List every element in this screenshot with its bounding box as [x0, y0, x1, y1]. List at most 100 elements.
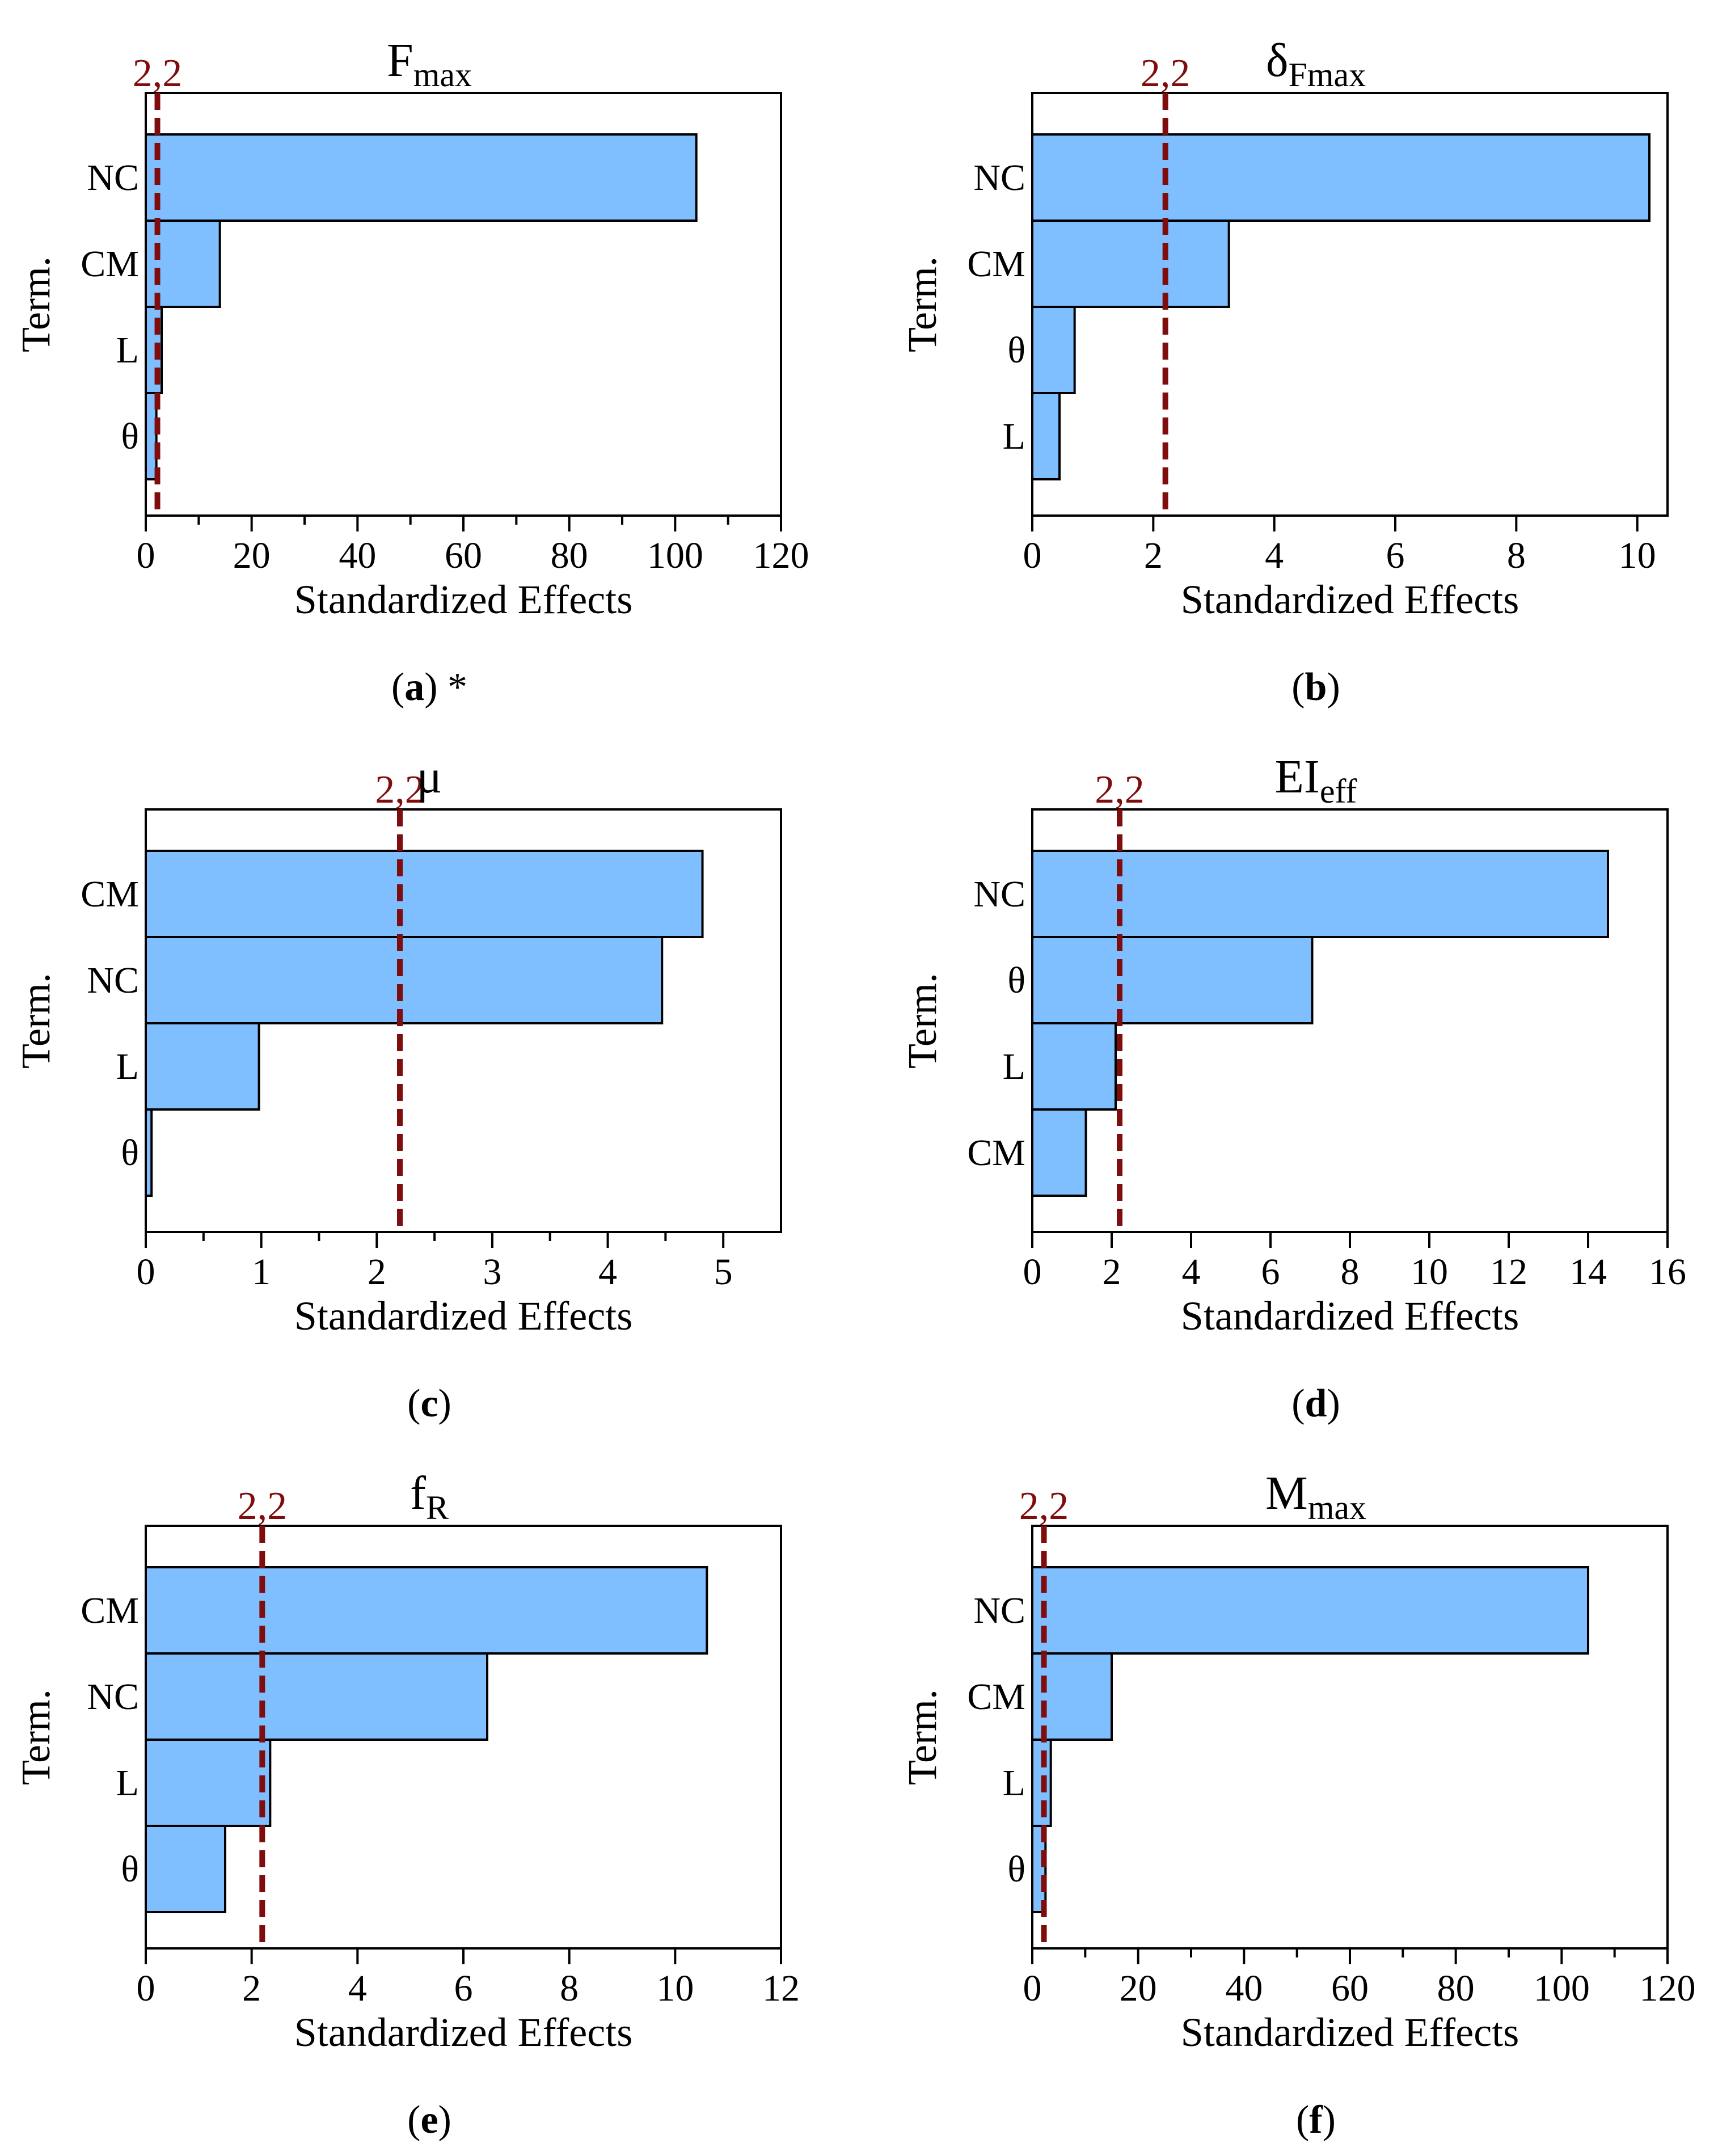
chart-title-subscript: R	[426, 1489, 449, 1526]
category-label: CM	[967, 1132, 1025, 1174]
threshold-label: 2,2	[1019, 1484, 1069, 1528]
caption-open-paren: (	[1291, 665, 1305, 709]
bar-0	[1031, 1566, 1589, 1655]
bar-0	[145, 850, 704, 938]
x-tick-label: 2	[242, 1968, 261, 2009]
category-label: θ	[1007, 960, 1025, 1001]
bar-0	[1031, 133, 1651, 222]
x-tick-label: 10	[1619, 535, 1656, 576]
chart-panel-c: CM NC Lθ 2,2 0 1 2 3 4 5 Standardized Effects Term.…	[13, 750, 782, 1425]
x-tick-label: 80	[551, 535, 588, 576]
y-axis-label: Term.	[13, 973, 58, 1069]
y-axis-label: Term.	[900, 1689, 945, 1785]
category-label: CM	[967, 243, 1025, 285]
panel-caption: (a) *	[391, 665, 467, 709]
bar-0	[145, 133, 698, 222]
y-axis-label: Term.	[900, 256, 945, 352]
threshold-label: 2,2	[1141, 52, 1191, 95]
x-axis-label: Standardized Effects	[294, 577, 632, 622]
x-tick-label: 0	[1023, 1251, 1042, 1293]
bar-1	[145, 1652, 488, 1741]
x-tick-label: 12	[1490, 1251, 1527, 1293]
bar-3	[1031, 1108, 1087, 1197]
x-tick-label: 120	[1640, 1968, 1696, 2009]
bar-0	[1031, 850, 1609, 938]
category-label: CM	[81, 1590, 139, 1631]
chart-title-main: EI	[1275, 750, 1320, 803]
panel-caption: (e)	[407, 2098, 451, 2142]
category-label: CM	[967, 1676, 1025, 1718]
bar-3	[145, 1108, 153, 1197]
category-label: L	[116, 1046, 139, 1087]
category-label: θ	[121, 1132, 139, 1174]
bar-1	[145, 936, 664, 1024]
x-tick-label: 20	[1120, 1968, 1157, 2009]
x-axis-label: Standardized Effects	[294, 2010, 632, 2055]
caption-letter: f	[1309, 2098, 1323, 2142]
x-tick-label: 8	[1507, 535, 1526, 576]
x-tick-label: 100	[1534, 1968, 1590, 2009]
x-tick-label: 0	[1023, 1968, 1042, 2009]
x-tick-label: 80	[1437, 1968, 1475, 2009]
y-axis-label: Term.	[13, 1689, 58, 1785]
x-tick-label: 6	[1261, 1251, 1280, 1293]
bar-3	[145, 1825, 226, 1913]
caption-letter: d	[1305, 1382, 1327, 1425]
chart-title-subscript: max	[1308, 1489, 1366, 1526]
x-tick-label: 0	[137, 535, 155, 576]
x-axis-label: Standardized Effects	[1181, 577, 1519, 622]
y-axis-label: Term.	[13, 256, 58, 352]
chart-title-subscript: max	[413, 56, 472, 94]
chart-title-main: μ	[416, 750, 442, 803]
bar-3	[145, 392, 158, 480]
chart-title-main: M	[1265, 1467, 1308, 1520]
panel-caption: (d)	[1291, 1382, 1340, 1425]
x-tick-label: 2	[1144, 535, 1163, 576]
caption-letter: a	[404, 665, 424, 709]
bar-1	[1031, 1652, 1113, 1741]
chart-title: EIeff	[1275, 750, 1357, 810]
x-tick-label: 1	[252, 1251, 271, 1293]
caption-close-paren: )	[438, 1382, 451, 1425]
x-tick-label: 4	[1182, 1251, 1201, 1293]
chart-title: Mmax	[1265, 1467, 1366, 1526]
x-tick-label: 100	[647, 535, 703, 576]
panel-caption: (b)	[1291, 665, 1340, 709]
x-tick-label: 0	[137, 1968, 155, 2009]
category-label: NC	[973, 874, 1025, 915]
bar-2	[145, 1022, 260, 1111]
chart-title-subscript: eff	[1320, 773, 1357, 810]
x-tick-label: 0	[1023, 535, 1042, 576]
category-label: θ	[121, 1849, 139, 1890]
caption-open-paren: (	[391, 665, 404, 709]
chart-panel-b: NC CM θ L 2,2 0 2 4 6 8 10 Standardized Effects Term…	[900, 34, 1669, 709]
x-tick-label: 120	[753, 535, 809, 576]
caption-open-paren: (	[1296, 2098, 1309, 2142]
x-tick-label: 60	[1331, 1968, 1369, 2009]
x-tick-label: 14	[1569, 1251, 1607, 1293]
caption-close-paren: )	[438, 2098, 451, 2142]
x-tick-label: 8	[560, 1968, 579, 2009]
category-label: θ	[1007, 330, 1025, 371]
caption-letter: e	[420, 2098, 438, 2142]
bar-0	[145, 1566, 708, 1655]
x-tick-label: 40	[1225, 1968, 1263, 2009]
category-label: L	[116, 330, 139, 371]
category-label: θ	[1007, 1849, 1025, 1890]
y-axis-label: Term.	[900, 973, 945, 1069]
chart-title-main: f	[410, 1467, 426, 1520]
panel-caption: (c)	[407, 1382, 451, 1425]
x-axis-label: Standardized Effects	[294, 1293, 632, 1339]
chart-title: fR	[410, 1467, 449, 1526]
x-tick-label: 3	[483, 1251, 501, 1293]
caption-open-paren: (	[407, 1382, 420, 1425]
x-tick-label: 20	[233, 535, 271, 576]
x-tick-label: 60	[445, 535, 482, 576]
x-tick-label: 12	[762, 1968, 800, 2009]
bar-3	[1031, 392, 1061, 480]
category-label: L	[116, 1762, 139, 1804]
caption-letter: b	[1305, 665, 1327, 709]
category-label: L	[1003, 416, 1025, 457]
x-tick-label: 16	[1649, 1251, 1686, 1293]
